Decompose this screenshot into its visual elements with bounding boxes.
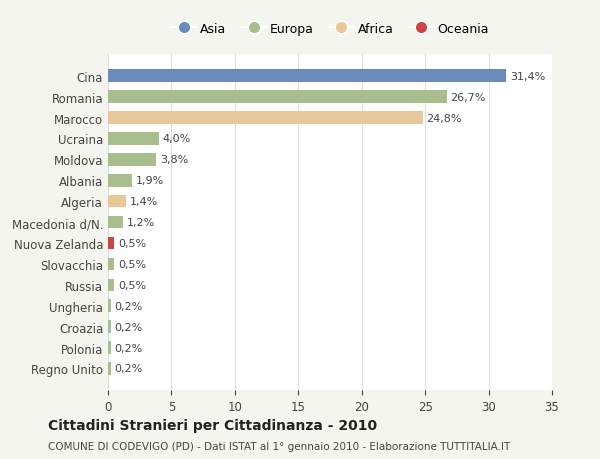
Bar: [108, 216, 123, 229]
Bar: [108, 321, 110, 333]
Text: 0,2%: 0,2%: [115, 301, 143, 311]
Bar: [108, 154, 156, 166]
Text: 0,2%: 0,2%: [115, 322, 143, 332]
Text: 0,2%: 0,2%: [115, 343, 143, 353]
Bar: [108, 300, 110, 312]
Text: 4,0%: 4,0%: [163, 134, 191, 144]
Bar: [108, 174, 132, 187]
Bar: [108, 112, 422, 124]
Text: 3,8%: 3,8%: [160, 155, 188, 165]
Text: Cittadini Stranieri per Cittadinanza - 2010: Cittadini Stranieri per Cittadinanza - 2…: [48, 418, 377, 432]
Bar: [108, 237, 115, 250]
Bar: [108, 196, 126, 208]
Text: 0,5%: 0,5%: [118, 259, 146, 269]
Text: 0,5%: 0,5%: [118, 280, 146, 290]
Bar: [108, 133, 159, 146]
Text: 1,2%: 1,2%: [127, 218, 155, 228]
Text: 31,4%: 31,4%: [510, 72, 545, 82]
Bar: [108, 341, 110, 354]
Text: COMUNE DI CODEVIGO (PD) - Dati ISTAT al 1° gennaio 2010 - Elaborazione TUTTITALI: COMUNE DI CODEVIGO (PD) - Dati ISTAT al …: [48, 441, 510, 451]
Text: 1,4%: 1,4%: [130, 197, 158, 207]
Text: 24,8%: 24,8%: [427, 113, 462, 123]
Bar: [108, 70, 506, 83]
Bar: [108, 91, 447, 104]
Text: 26,7%: 26,7%: [451, 92, 486, 102]
Text: 1,9%: 1,9%: [136, 176, 164, 186]
Bar: [108, 279, 115, 291]
Legend: Asia, Europa, Africa, Oceania: Asia, Europa, Africa, Oceania: [166, 18, 494, 41]
Bar: [108, 363, 110, 375]
Text: 0,5%: 0,5%: [118, 239, 146, 248]
Text: 0,2%: 0,2%: [115, 364, 143, 374]
Bar: [108, 258, 115, 271]
